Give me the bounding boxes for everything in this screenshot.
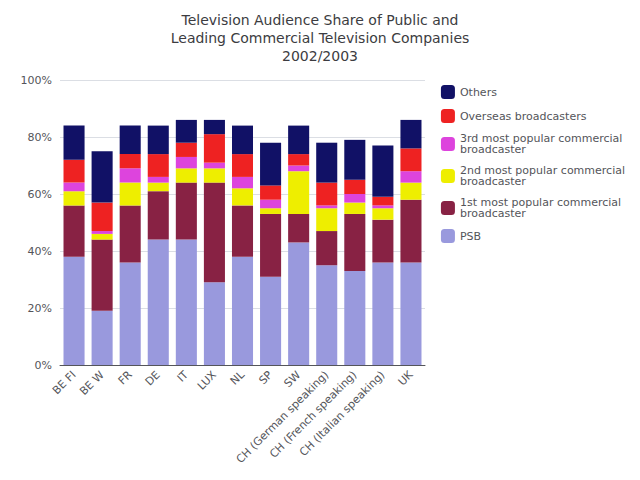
- svg-text:SW: SW: [281, 368, 303, 390]
- svg-text:LUX: LUX: [195, 368, 219, 392]
- svg-text:80%: 80%: [28, 131, 52, 144]
- svg-text:SP: SP: [256, 368, 275, 387]
- svg-text:1st most popular commercial: 1st most popular commercial: [459, 196, 622, 209]
- svg-text:CH (French speaking): CH (French speaking): [267, 368, 360, 461]
- svg-text:2nd most popular commercial: 2nd most popular commercial: [459, 164, 625, 177]
- svg-text:IT: IT: [175, 368, 191, 384]
- svg-text:UK: UK: [396, 368, 417, 389]
- svg-text:20%: 20%: [28, 302, 52, 315]
- svg-text:100%: 100%: [21, 74, 52, 87]
- svg-text:Leading Commercial Television: Leading Commercial Television Companies: [171, 30, 470, 46]
- svg-text:broadcaster: broadcaster: [460, 143, 526, 156]
- svg-text:60%: 60%: [28, 188, 52, 201]
- svg-text:broadcaster: broadcaster: [460, 175, 526, 188]
- svg-text:Overseas broadcasters: Overseas broadcasters: [460, 110, 587, 123]
- svg-text:BE FI: BE FI: [50, 368, 79, 397]
- svg-text:BE W: BE W: [77, 368, 107, 398]
- svg-text:2002/2003: 2002/2003: [282, 48, 358, 64]
- svg-text:CH (Italian speaking): CH (Italian speaking): [297, 368, 388, 459]
- svg-text:Others: Others: [460, 86, 497, 99]
- svg-text:broadcaster: broadcaster: [460, 207, 526, 220]
- svg-text:FR: FR: [116, 368, 135, 387]
- svg-text:Television Audience Share of P: Television Audience Share of Public and: [180, 12, 458, 28]
- svg-text:0%: 0%: [35, 359, 52, 372]
- svg-text:CH (German speaking): CH (German speaking): [233, 368, 332, 466]
- svg-text:40%: 40%: [28, 245, 52, 258]
- svg-text:PSB: PSB: [460, 230, 481, 243]
- svg-text:3rd most popular commercial: 3rd most popular commercial: [459, 132, 623, 145]
- svg-text:NL: NL: [228, 368, 248, 388]
- svg-text:DE: DE: [143, 368, 163, 388]
